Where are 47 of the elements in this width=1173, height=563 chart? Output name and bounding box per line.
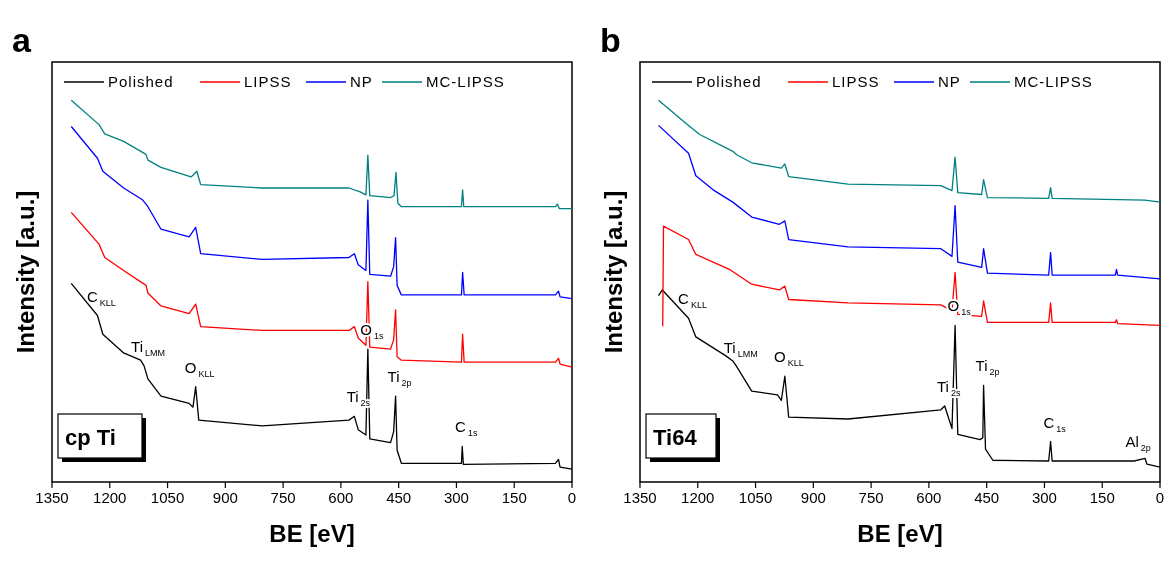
x-tick-label: 150 <box>1089 489 1115 506</box>
x-tick-label: 750 <box>270 489 296 506</box>
x-tick-label: 750 <box>858 489 884 506</box>
x-axis-title: BE [eV] <box>269 520 355 547</box>
x-tick-label: 300 <box>443 489 469 506</box>
chart-title: b <box>600 21 621 59</box>
annotation: Al$_{2p}$ <box>1125 433 1151 454</box>
x-tick-label: 0 <box>567 489 577 506</box>
x-tick-label: 1200 <box>681 489 715 506</box>
x-tick-label: 1050 <box>150 489 185 506</box>
annotation: Ti64 <box>653 425 698 450</box>
x-tick-label: 300 <box>1031 489 1057 506</box>
annotation: C$_{1s}$ <box>455 418 478 439</box>
legend-label: LIPSS <box>832 73 880 90</box>
annotation: Ti$_{2p}$ <box>975 357 1000 378</box>
annotation: C$_{1s}$ <box>1043 413 1067 434</box>
x-tick-label: 1050 <box>738 489 773 506</box>
annotation: Ti$_{LMM}$ <box>723 338 758 359</box>
x-tick-label: 600 <box>328 489 354 506</box>
chart-title: a <box>12 21 32 59</box>
legend-label: MC-LIPSS <box>1014 73 1093 90</box>
annotation: cp Ti <box>65 425 116 450</box>
x-tick-label: 900 <box>212 489 238 506</box>
legend-label: Polished <box>696 73 762 90</box>
x-tick-label: 900 <box>800 489 826 506</box>
annotation: Ti$_{2p}$ <box>387 368 412 389</box>
legend-label: Polished <box>108 73 174 90</box>
x-tick-label: 1350 <box>623 489 657 506</box>
x-tick-label: 600 <box>916 489 942 506</box>
legend-label: LIPSS <box>244 73 292 90</box>
legend-label: NP <box>350 73 373 90</box>
x-tick-label: 0 <box>1155 489 1165 506</box>
x-tick-label: 450 <box>974 489 1000 506</box>
legend-label: MC-LIPSS <box>426 73 505 90</box>
legend-label: NP <box>938 73 961 90</box>
annotation: Ti$_{LMM}$ <box>131 337 166 358</box>
y-axis-title: Intensity [a.u.] <box>12 190 39 354</box>
y-axis-title: Intensity [a.u.] <box>600 190 627 354</box>
x-axis-title: BE [eV] <box>857 520 943 547</box>
annotation: O$_{KLL}$ <box>184 358 215 379</box>
annotation: C$_{KLL}$ <box>87 287 116 308</box>
x-tick-label: 1200 <box>93 489 127 506</box>
x-tick-label: 1350 <box>35 489 69 506</box>
annotation: C$_{KLL}$ <box>678 290 707 311</box>
annotation: O$_{KLL}$ <box>773 348 804 369</box>
x-tick-label: 450 <box>386 489 412 506</box>
x-tick-label: 150 <box>501 489 527 506</box>
